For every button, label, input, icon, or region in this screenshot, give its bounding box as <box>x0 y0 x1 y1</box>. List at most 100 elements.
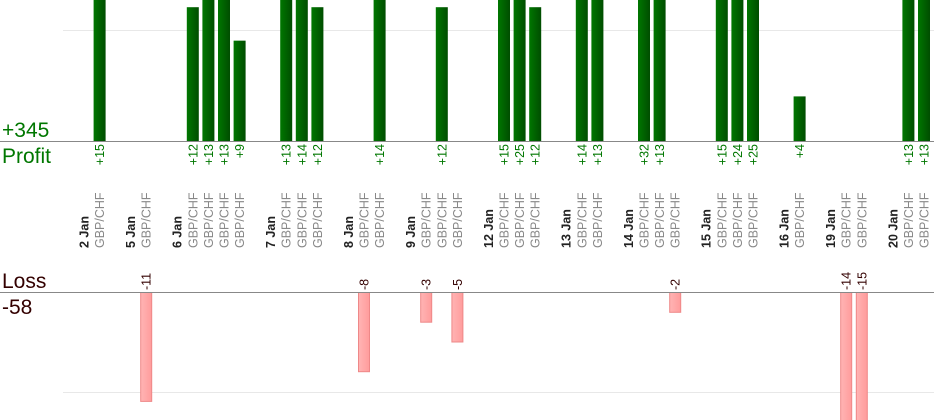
pair-label: GBP/CHF <box>218 192 232 248</box>
pair-label: GBP/CHF <box>311 192 325 248</box>
pair-label: GBP/CHF <box>295 192 309 248</box>
loss-bar <box>451 292 464 343</box>
loss-value-label: -3 <box>420 279 434 290</box>
loss-value-label: -14 <box>840 272 854 290</box>
loss-bar <box>420 292 433 323</box>
date-label: 8 Jan <box>342 216 356 248</box>
profit-value-label: +13 <box>918 144 932 165</box>
profit-bar <box>202 0 215 141</box>
pair-label: GBP/CHF <box>840 192 854 248</box>
date-label: 9 Jan <box>404 216 418 248</box>
date-label: 5 Jan <box>124 216 138 248</box>
profit-bar <box>373 0 386 142</box>
loss-value-label: -8 <box>358 279 372 290</box>
pair-label: GBP/CHF <box>358 192 372 248</box>
profit-bar <box>653 0 666 141</box>
pair-label: GBP/CHF <box>918 192 932 248</box>
profit-bar <box>280 0 293 141</box>
profit-value-label: +15 <box>498 144 512 165</box>
profit-bar <box>902 0 915 141</box>
profit-value-label: +13 <box>902 144 916 165</box>
loss-bar <box>840 292 853 420</box>
profit-bar <box>513 0 526 141</box>
pair-label: GBP/CHF <box>591 192 605 248</box>
loss-bar <box>669 292 682 313</box>
date-label: 7 Jan <box>264 216 278 248</box>
date-label: 19 Jan <box>824 209 838 248</box>
date-label: 13 Jan <box>560 209 574 248</box>
profit-value-label: +25 <box>513 144 527 165</box>
loss-bar <box>358 292 370 373</box>
date-label: 2 Jan <box>78 216 92 248</box>
profit-bar <box>793 96 806 141</box>
profit-value-label: +13 <box>280 144 294 165</box>
pair-label: GBP/CHF <box>793 192 807 248</box>
pair-label: GBP/CHF <box>373 192 387 248</box>
pair-label: GBP/CHF <box>93 192 107 248</box>
date-label: 16 Jan <box>778 209 792 248</box>
profit-bar <box>186 7 199 142</box>
loss-total: -58 <box>2 296 32 319</box>
pair-label: GBP/CHF <box>747 192 761 248</box>
date-label: 14 Jan <box>622 209 636 248</box>
profit-value-label: +14 <box>295 144 309 165</box>
pair-label: GBP/CHF <box>186 192 200 248</box>
pair-label: GBP/CHF <box>420 192 434 248</box>
pair-label: GBP/CHF <box>513 192 527 248</box>
profit-value-label: +14 <box>373 144 387 165</box>
pair-label: GBP/CHF <box>669 192 683 248</box>
profit-value-label: +14 <box>575 144 589 165</box>
pair-label: GBP/CHF <box>435 192 449 248</box>
pair-label: GBP/CHF <box>855 192 869 248</box>
profit-total: +345 <box>2 119 49 142</box>
pair-label: GBP/CHF <box>715 192 729 248</box>
date-label: 12 Jan <box>482 209 496 248</box>
pair-label: GBP/CHF <box>233 192 247 248</box>
pair-label: GBP/CHF <box>529 192 543 248</box>
profit-value-label: +15 <box>715 144 729 165</box>
loss-label: Loss <box>2 270 46 293</box>
pair-label: GBP/CHF <box>902 192 916 248</box>
profit-bar <box>295 0 308 142</box>
loss-value-label: -15 <box>855 272 869 290</box>
pair-label: GBP/CHF <box>280 192 294 248</box>
profit-bar <box>498 0 510 141</box>
loss-value-label: -11 <box>140 273 154 290</box>
loss-bar <box>855 292 868 420</box>
profit-bar <box>93 0 106 141</box>
pair-label: GBP/CHF <box>653 192 667 248</box>
profit-bar <box>575 0 588 142</box>
profit-value-label: +13 <box>202 144 216 165</box>
pair-label: GBP/CHF <box>498 192 512 248</box>
profit-value-label: +24 <box>731 144 745 165</box>
profit-value-label: +13 <box>653 144 667 165</box>
date-label: 15 Jan <box>700 209 714 248</box>
profit-value-label: +12 <box>186 144 200 165</box>
pair-label: GBP/CHF <box>140 192 154 248</box>
profit-value-label: +12 <box>311 144 325 165</box>
profit-value-label: +12 <box>529 144 543 165</box>
profit-bar <box>638 0 650 141</box>
profit-label: Profit <box>2 145 51 168</box>
profit-bar <box>747 0 759 141</box>
profit-value-label: +15 <box>93 144 107 165</box>
pair-label: GBP/CHF <box>451 192 465 248</box>
date-label: 20 Jan <box>886 209 900 248</box>
profit-bar <box>715 0 728 141</box>
profit-bar <box>435 7 448 142</box>
pair-label: GBP/CHF <box>202 192 216 248</box>
profit-value-label: +25 <box>747 144 761 165</box>
loss-bar <box>140 292 153 402</box>
profit-bar <box>529 7 542 142</box>
loss-value-label: -5 <box>451 279 465 290</box>
profit-bar <box>591 0 604 141</box>
pair-label: GBP/CHF <box>731 192 745 248</box>
profit-bar <box>233 40 246 141</box>
profit-bar <box>218 0 230 141</box>
pair-label: GBP/CHF <box>638 192 652 248</box>
profit-bar <box>918 0 930 141</box>
profit-value-label: +13 <box>218 144 232 165</box>
profit-value-label: +9 <box>233 144 247 158</box>
profit-value-label: +32 <box>638 144 652 165</box>
